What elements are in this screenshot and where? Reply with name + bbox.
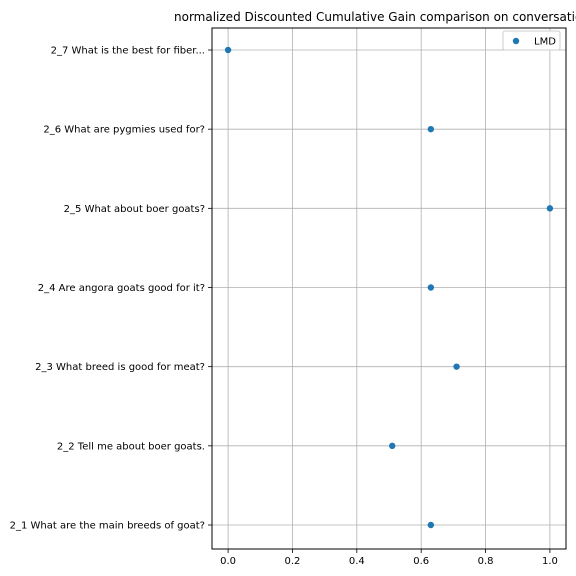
data-points: [224, 46, 554, 529]
x-tick-label: 0.0: [220, 556, 236, 567]
plot-frame: [211, 27, 567, 550]
data-point: [224, 46, 232, 54]
legend-box: [502, 30, 561, 51]
y-tick-label: 2_4 Are angora goats good for it?: [38, 283, 205, 294]
legend: LMD: [502, 30, 561, 51]
y-tick-label: 2_2 Tell me about boer goats.: [57, 441, 205, 452]
y-tick-label: 2_3 What breed is good for meat?: [35, 362, 205, 373]
data-point: [427, 521, 435, 529]
data-point: [427, 284, 435, 291]
y-tick-label: 2_1 What are the main breeds of goat?: [10, 521, 205, 532]
x-tick-label: 0.6: [413, 556, 429, 567]
chart-title: normalized Discounted Cumulative Gain co…: [174, 10, 576, 24]
data-point: [453, 363, 460, 370]
grid: [212, 28, 566, 549]
data-point: [546, 205, 554, 212]
legend-label: LMD: [534, 37, 556, 48]
y-tick-label: 2_6 What are pygmies used for?: [43, 125, 205, 136]
x-tick-label: 0.8: [478, 556, 494, 567]
y-tick-label: 2_7 What is the best for fiber...: [51, 46, 205, 57]
data-point: [427, 125, 435, 133]
y-tick-label: 2_5 What about boer goats?: [64, 204, 205, 215]
y-axis: 2_1 What are the main breeds of goat? 2_2…: [10, 46, 212, 532]
x-axis: 0.0 0.2 0.4 0.6 0.8 1.0: [220, 549, 558, 567]
data-point: [389, 442, 396, 450]
x-tick-label: 1.0: [542, 556, 558, 567]
x-tick-label: 0.4: [349, 556, 365, 567]
x-tick-label: 0.2: [285, 556, 301, 567]
legend-marker: [512, 37, 520, 45]
